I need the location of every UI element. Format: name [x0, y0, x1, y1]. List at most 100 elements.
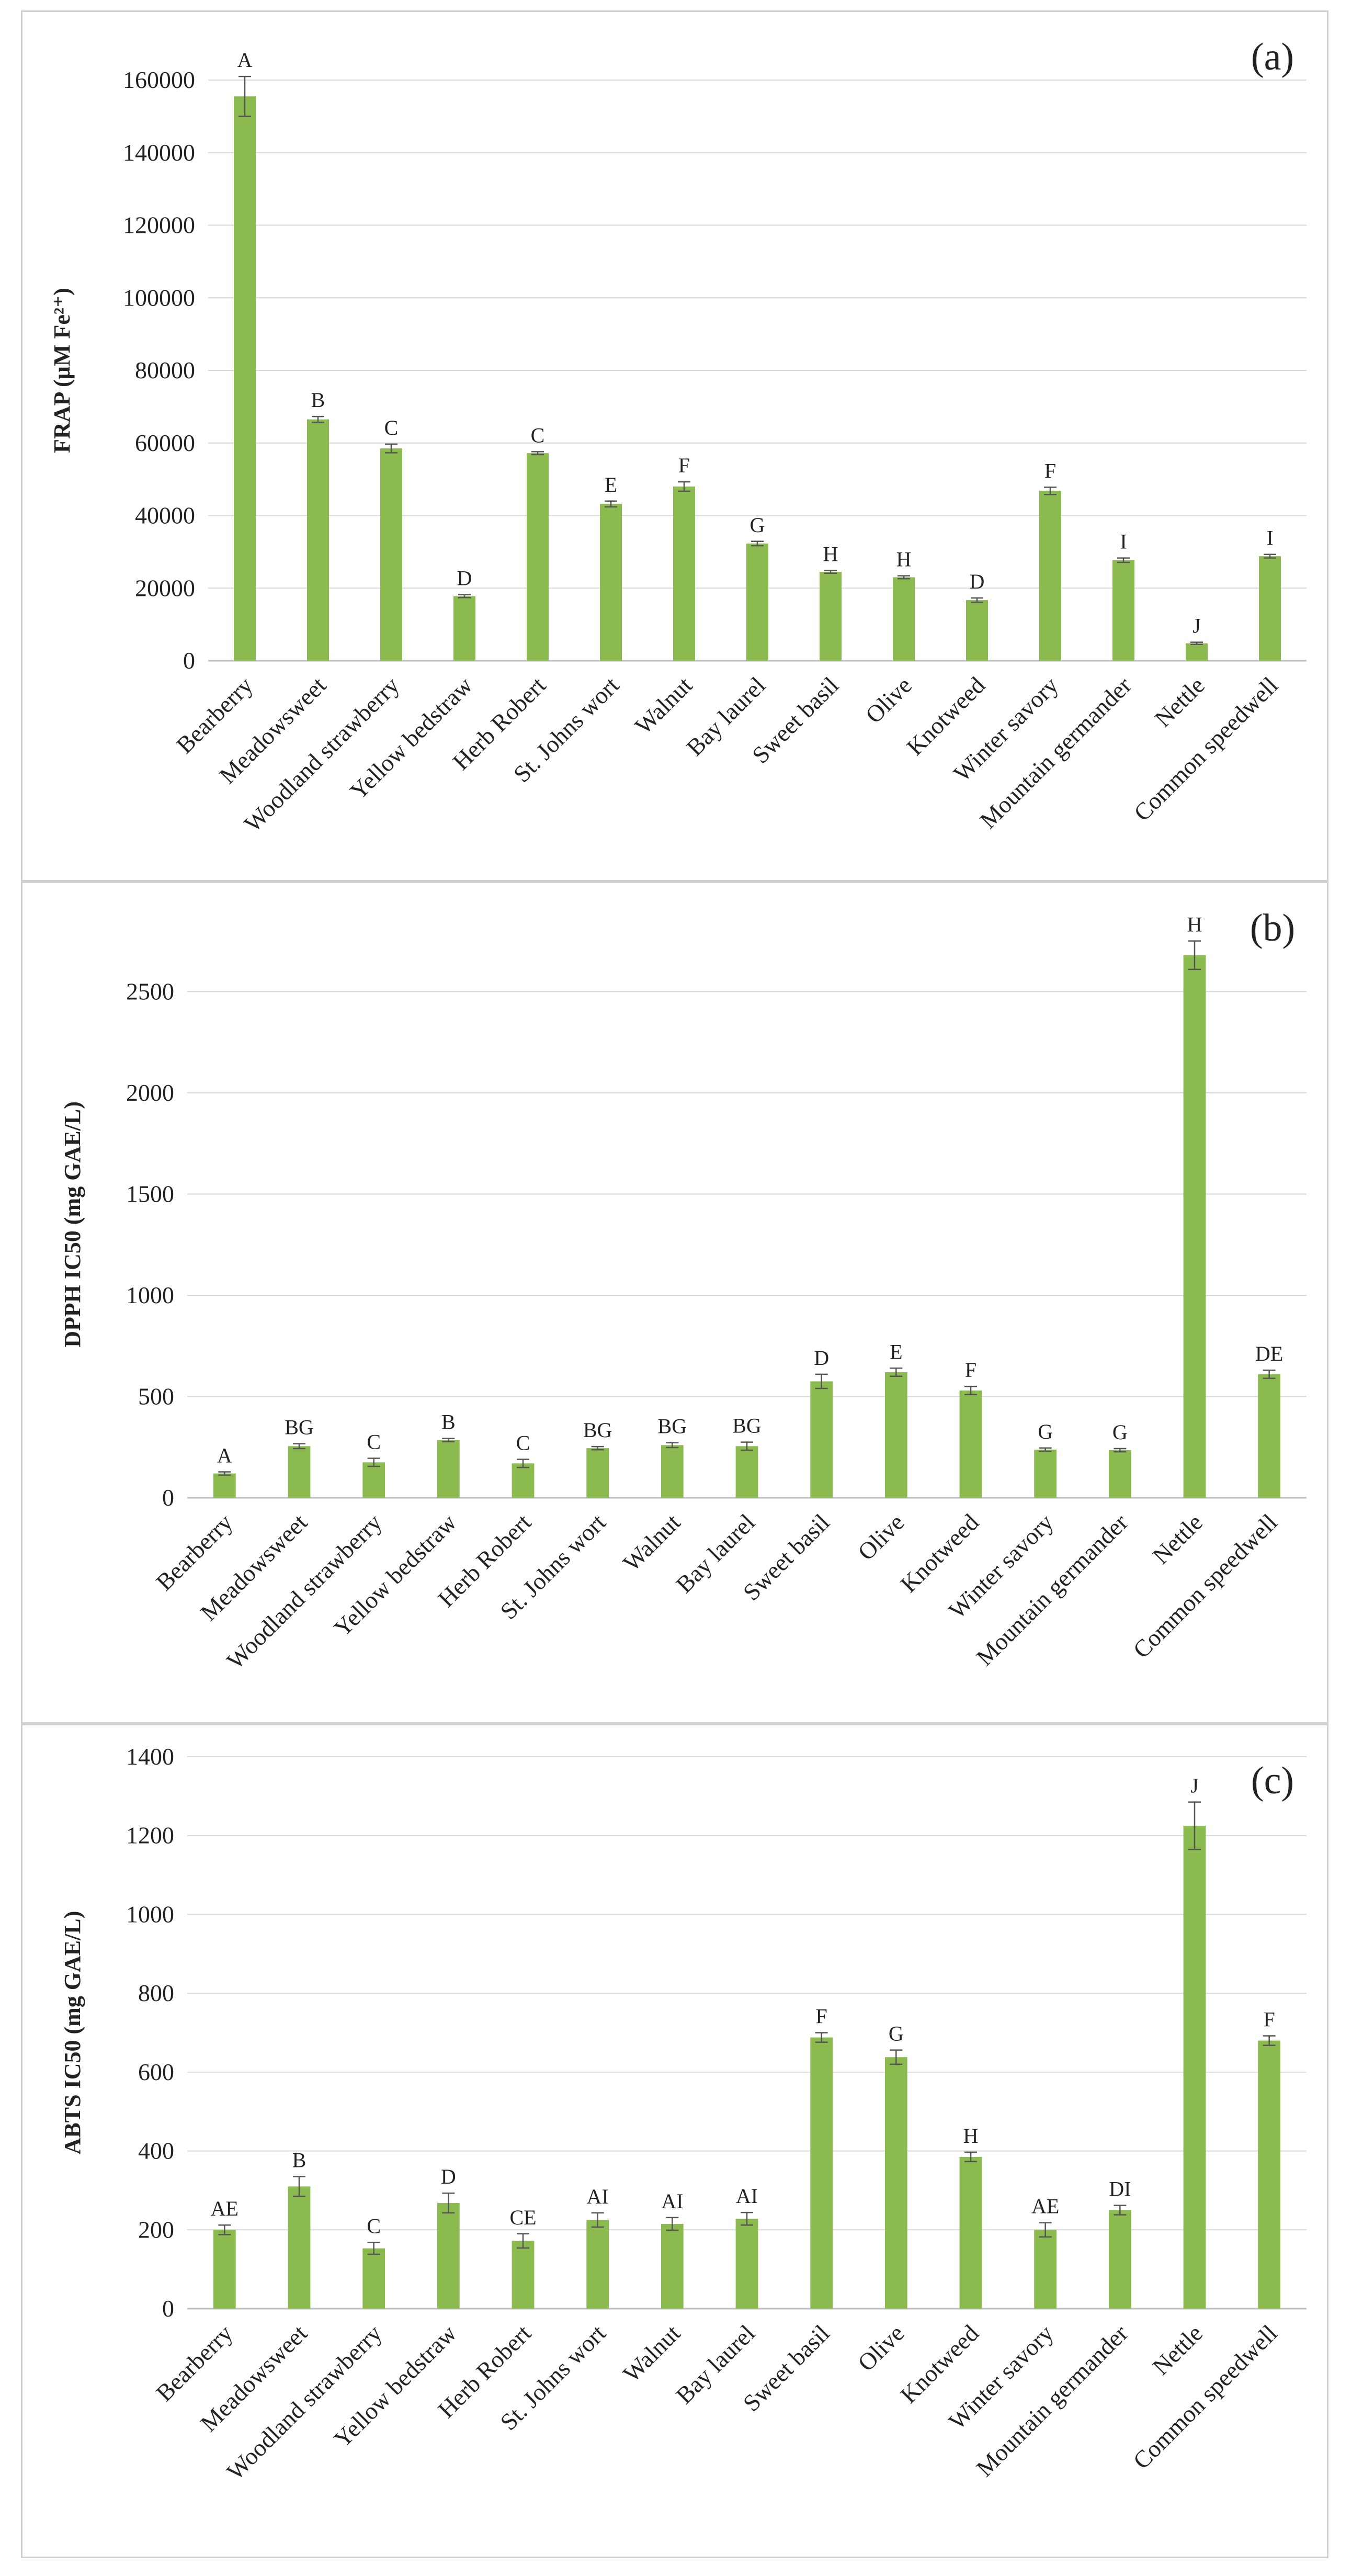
significance-label: D: [970, 570, 985, 593]
significance-label: J: [1192, 614, 1201, 638]
significance-label: G: [750, 513, 765, 537]
significance-label: H: [1187, 913, 1202, 936]
significance-label: E: [890, 1340, 902, 1363]
significance-label: D: [441, 2165, 456, 2188]
significance-label: F: [1264, 2008, 1275, 2031]
significance-label: C: [367, 2214, 381, 2238]
y-tick-label: 80000: [135, 357, 195, 383]
bar: [437, 1440, 460, 1498]
y-tick-label: 400: [138, 2138, 174, 2164]
significance-label: G: [1038, 1420, 1053, 1443]
bar: [1112, 560, 1134, 661]
bar: [213, 2230, 236, 2309]
significance-label: DI: [1109, 2177, 1131, 2201]
category-label: Common speedwell: [1128, 1509, 1282, 1663]
bar: [1258, 2040, 1281, 2309]
category-label: Olive: [853, 1509, 909, 1565]
y-tick-label: 1200: [126, 1822, 174, 1849]
significance-label: B: [441, 1410, 456, 1434]
significance-label: BG: [732, 1414, 762, 1438]
y-axis-title: DPPH IC50 (mg GAE/L): [60, 1101, 85, 1348]
bar: [1183, 1825, 1206, 2309]
panel-c-abts-chart: 0 200 400 600 800 1000 1200 1400 AE Bearberry B Mea…: [21, 1724, 1328, 2558]
y-tick-label: 1500: [126, 1180, 174, 1207]
bar: [673, 487, 695, 661]
y-tick-label: 0: [162, 1484, 174, 1511]
significance-label: A: [217, 1443, 232, 1467]
category-label: Walnut: [618, 1509, 685, 1576]
bar: [1258, 1374, 1281, 1498]
significance-label: C: [367, 1430, 381, 1454]
bar: [512, 2241, 535, 2309]
bar: [380, 448, 402, 661]
significance-label: G: [1112, 1420, 1128, 1444]
y-tick-label: 500: [138, 1383, 174, 1409]
significance-label: C: [531, 423, 545, 447]
bar: [1039, 491, 1061, 661]
bar: [1186, 643, 1208, 661]
significance-label: H: [896, 548, 912, 571]
significance-label: D: [814, 1346, 829, 1370]
bar: [893, 577, 915, 661]
bar: [884, 2057, 907, 2309]
bar: [1034, 1449, 1057, 1498]
significance-label: E: [605, 473, 617, 496]
dpph-chart-svg: 05001000150020002500ABearberryBGMeadowsw…: [60, 907, 1307, 1674]
bar: [288, 2186, 311, 2309]
bar: [1259, 556, 1281, 661]
y-tick-label: 20000: [135, 574, 195, 601]
y-tick-label: 2500: [126, 978, 174, 1004]
significance-label: BG: [285, 1416, 314, 1439]
category-label: Nettle: [1150, 672, 1210, 732]
bar: [600, 504, 622, 661]
panel-label: (a): [1251, 36, 1294, 78]
y-tick-label: 600: [138, 2059, 174, 2085]
bar: [234, 96, 256, 661]
significance-label: AI: [736, 2184, 758, 2208]
bar: [362, 2248, 385, 2309]
significance-label: A: [237, 48, 253, 72]
significance-label: I: [1120, 530, 1127, 553]
bar: [959, 2156, 982, 2309]
significance-label: AI: [587, 2185, 609, 2208]
significance-label: B: [292, 2149, 306, 2172]
significance-label: D: [457, 567, 472, 590]
bar: [1108, 1450, 1131, 1498]
category-label: Nettle: [1148, 2320, 1208, 2380]
significance-label: F: [965, 1358, 976, 1382]
bar: [661, 1445, 684, 1498]
bar: [810, 1381, 833, 1498]
significance-label: I: [1266, 526, 1273, 550]
bar: [512, 1463, 535, 1498]
y-tick-label: 120000: [123, 212, 195, 239]
y-tick-label: 800: [138, 1980, 174, 2006]
significance-label: BG: [583, 1418, 612, 1442]
y-tick-label: 0: [162, 2295, 174, 2322]
y-tick-label: 140000: [123, 139, 195, 166]
y-tick-label: 0: [183, 647, 195, 674]
y-tick-label: 1000: [126, 1282, 174, 1308]
bar: [661, 2223, 684, 2309]
category-label: Walnut: [630, 672, 697, 739]
significance-label: F: [816, 2005, 827, 2028]
y-axis-title: ABTS IC50 (mg GAE/L): [60, 1911, 85, 2155]
panel-label: (c): [1251, 1759, 1294, 1802]
category-label: Nettle: [1148, 1509, 1208, 1569]
bar: [966, 600, 988, 661]
frap-chart-svg: 0 20000 40000 60000 80000 100000 120000 140000 1…: [49, 36, 1307, 837]
bar: [527, 453, 549, 661]
panel-b-dpph-chart: 0 500 1000 1500 2000 2500 A Bearberry BG Meadowsw…: [21, 882, 1328, 1724]
bar: [735, 1446, 758, 1498]
category-label: Common speedwell: [1129, 672, 1283, 826]
bar: [586, 1448, 609, 1498]
significance-label: F: [1044, 459, 1056, 482]
category-label: Walnut: [618, 2320, 685, 2387]
y-tick-label: 40000: [135, 502, 195, 529]
bar: [1183, 955, 1206, 1498]
significance-label: C: [384, 416, 399, 439]
significance-label: G: [889, 2022, 904, 2046]
y-axis-title: FRAP (µM Fe²⁺): [49, 288, 75, 453]
bar: [1108, 2210, 1131, 2309]
y-tick-label: 100000: [123, 284, 195, 311]
